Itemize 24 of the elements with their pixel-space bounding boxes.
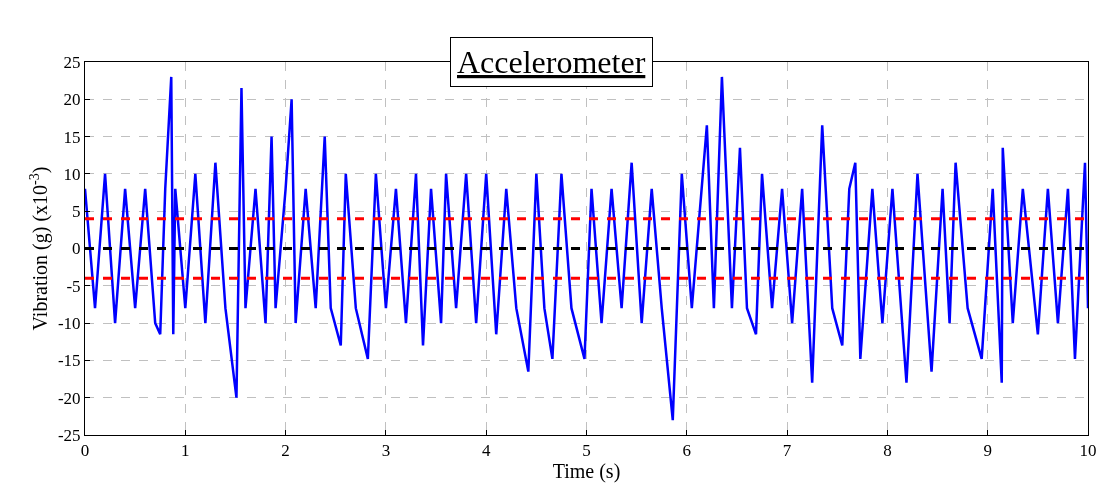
x-tick-label: 5 — [582, 441, 591, 461]
x-axis-title: Time (s) — [552, 460, 621, 484]
x-tick-label: 4 — [481, 441, 491, 461]
y-tick-label: 5 — [72, 202, 81, 222]
line-series — [85, 75, 1088, 422]
x-tick-label: 1 — [181, 441, 190, 461]
x-tick-label: 8 — [883, 441, 892, 461]
y-tick-label: 25 — [63, 52, 81, 72]
x-tick-label: 7 — [782, 441, 792, 461]
y-tick-label: 10 — [63, 164, 81, 184]
y-tick-label: 20 — [63, 90, 81, 110]
x-tick-label: 6 — [682, 441, 692, 461]
x-tick-label: 2 — [281, 441, 290, 461]
x-tick-label: 3 — [381, 441, 391, 461]
x-tick-label: 9 — [983, 441, 992, 461]
y-tick-label: -5 — [66, 276, 81, 296]
y-tick-label: -20 — [57, 388, 81, 408]
chart-title: Accelerometer — [457, 44, 646, 80]
x-tick-label: 10 — [1079, 441, 1097, 461]
y-tick-label: 15 — [63, 127, 81, 147]
y-tick-label: -25 — [57, 425, 81, 445]
y-tick-label: 0 — [72, 239, 81, 259]
y-tick-label: -15 — [57, 351, 81, 371]
y-tick-label: -10 — [57, 314, 81, 334]
